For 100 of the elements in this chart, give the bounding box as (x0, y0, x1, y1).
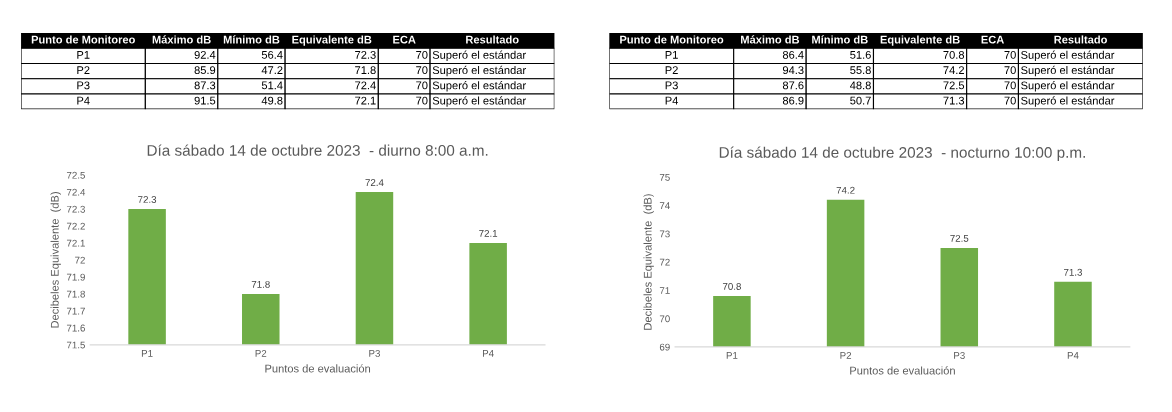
text: 87.6 (782, 81, 804, 90)
x-axis-title: Puntos de evaluación (265, 364, 371, 373)
text: 70.8 (943, 50, 965, 59)
data-label: 70.8 (722, 283, 741, 290)
category-label: Resultado (466, 35, 519, 44)
text: 70 (416, 50, 428, 59)
text: 71.3 (943, 96, 965, 105)
y-tick-label: 71.8 (66, 290, 85, 298)
text: 70 (416, 66, 428, 75)
data-label: 72.5 (950, 234, 969, 242)
data-label: 74.2 (836, 186, 855, 194)
y-tick-label: 72.4 (66, 188, 86, 196)
y-tick-label: 71.6 (66, 324, 85, 332)
data-label: 72.3 (138, 196, 157, 203)
text: 70 (1004, 66, 1016, 75)
category-label: Punto de Monitoreo (620, 35, 724, 44)
text: P1 (665, 51, 678, 59)
y-axis-title: Decibeles Equivalente (dB) (643, 194, 654, 330)
x-axis-title: Puntos de evaluación (850, 366, 955, 375)
x-tick-label: P1 (726, 352, 738, 359)
category-label: Máximo dB (741, 35, 800, 44)
y-tick-label: 71 (659, 287, 670, 294)
text: 70 (1004, 81, 1016, 90)
text: P2 (77, 66, 90, 74)
text: 51.6 (850, 50, 871, 59)
text: P4 (77, 96, 90, 105)
data-label: 71.8 (251, 280, 270, 288)
x-tick-label: P2 (255, 349, 267, 357)
category-label: ECA (393, 35, 416, 44)
y-tick-label: 71.7 (66, 307, 85, 315)
chart-title: Día sábado 14 de octubre 2023 - diurno 8:00 a.m. (147, 144, 488, 156)
text: 86.9 (782, 96, 804, 105)
text: 71.8 (355, 66, 376, 75)
chart-title: Día sábado 14 de octubre 2023 - nocturno 10:00 p.m. (719, 146, 1085, 161)
text: 56.4 (261, 50, 283, 59)
x-tick-label: P3 (369, 349, 380, 357)
text: 72.4 (355, 81, 376, 90)
category-label: Mínimo dB (223, 35, 280, 44)
text: 87.3 (194, 81, 216, 90)
text: Superó el estándar (432, 50, 526, 62)
text: 72.5 (943, 81, 965, 90)
text: Superó el estándar (1021, 50, 1115, 62)
category-label: Equivalente dB (880, 35, 960, 46)
category-label: ECA (981, 35, 1004, 44)
category-label: Máximo dB (152, 35, 211, 44)
y-tick-label: 70 (659, 315, 670, 323)
y-tick-label: 72.1 (66, 239, 85, 247)
category-label: Mínimo dB (812, 35, 868, 44)
y-axis-title: Decibeles Equivalente (dB) (50, 192, 61, 328)
text: P3 (665, 81, 678, 90)
text: 86.4 (782, 50, 804, 59)
text: 74.2 (943, 66, 964, 74)
text: 72.3 (355, 50, 376, 59)
y-tick-label: 73 (659, 230, 670, 238)
y-tick-label: 72.2 (66, 222, 85, 230)
text: Superó el estándar (432, 65, 526, 77)
x-tick-label: P3 (954, 352, 965, 359)
data-label: 72.1 (479, 230, 498, 237)
text: 70 (416, 81, 428, 90)
text: 70 (416, 96, 428, 105)
text: 70 (1004, 96, 1016, 105)
text: Superó el estándar (432, 81, 526, 92)
x-tick-label: P1 (141, 350, 153, 357)
y-tick-label: 75 (659, 173, 670, 181)
text: 51.4 (261, 81, 283, 90)
text: 47.2 (261, 66, 283, 74)
text: 55.8 (850, 66, 871, 75)
y-tick-label: 71.9 (66, 273, 85, 281)
y-tick-label: 69 (659, 343, 670, 351)
category-label: Punto de Monitoreo (31, 35, 135, 44)
y-tick-label: 72 (659, 258, 670, 266)
text: 94.3 (782, 66, 804, 75)
text: 91.5 (194, 96, 216, 105)
text: P2 (665, 66, 678, 74)
text: 50.7 (850, 96, 871, 105)
text: Superó el estándar (1021, 96, 1115, 107)
text: 85.9 (194, 66, 216, 75)
y-tick-label: 72 (75, 256, 85, 264)
y-tick-label: 71.5 (66, 341, 85, 349)
text: P3 (77, 81, 90, 90)
text: 48.8 (849, 81, 871, 90)
x-tick-label: P4 (482, 350, 494, 357)
text: 72.1 (355, 96, 376, 105)
y-tick-label: 72.3 (66, 205, 85, 213)
y-tick-label: 74 (659, 202, 670, 209)
x-tick-label: P4 (1067, 352, 1079, 359)
category-label: Resultado (1054, 35, 1107, 44)
category-label: Equivalente dB (292, 35, 372, 46)
data-label: 72.4 (365, 179, 384, 186)
text: 92.4 (194, 50, 216, 59)
text: 49.8 (261, 96, 283, 105)
text: Superó el estándar (1021, 65, 1115, 77)
text: Superó el estándar (1021, 81, 1115, 92)
text: Superó el estándar (432, 96, 526, 107)
text: P4 (665, 96, 679, 105)
text: P1 (77, 51, 90, 59)
data-label: 71.3 (1064, 268, 1082, 276)
x-tick-label: P2 (840, 352, 852, 359)
text: 70 (1004, 50, 1016, 59)
y-tick-label: 72.5 (66, 171, 85, 179)
